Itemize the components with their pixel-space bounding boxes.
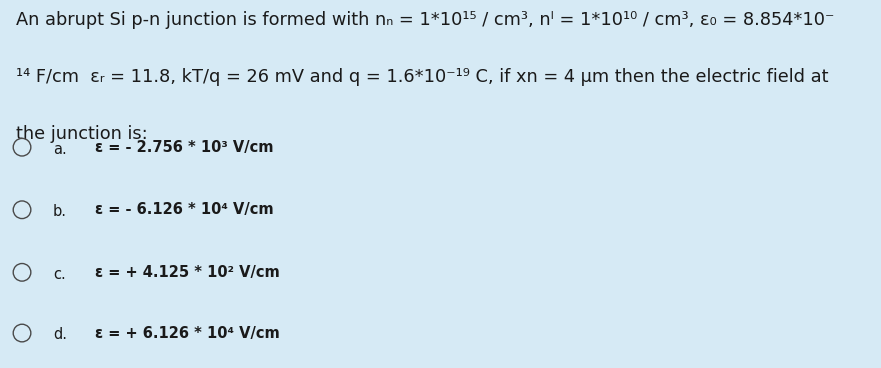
Text: ε = + 6.126 * 10⁴ V/cm: ε = + 6.126 * 10⁴ V/cm (95, 326, 280, 340)
Text: d.: d. (53, 328, 67, 342)
Text: b.: b. (53, 204, 67, 219)
Text: ε = + 4.125 * 10² V/cm: ε = + 4.125 * 10² V/cm (95, 265, 280, 280)
Text: ε = - 2.756 * 10³ V/cm: ε = - 2.756 * 10³ V/cm (95, 140, 274, 155)
Text: a.: a. (53, 142, 67, 156)
Text: ¹⁴ F/cm  εᵣ = 11.8, kT/q = 26 mV and q = 1.6*10⁻¹⁹ C, if xn = 4 μm then the elec: ¹⁴ F/cm εᵣ = 11.8, kT/q = 26 mV and q = … (16, 68, 828, 86)
Text: the junction is:: the junction is: (16, 125, 148, 143)
Text: c.: c. (53, 267, 65, 282)
Text: ε = - 6.126 * 10⁴ V/cm: ε = - 6.126 * 10⁴ V/cm (95, 202, 274, 217)
Text: An abrupt Si p-n junction is formed with nₙ = 1*10¹⁵ / cm³, nᴵ = 1*10¹⁰ / cm³, ε: An abrupt Si p-n junction is formed with… (16, 11, 834, 29)
